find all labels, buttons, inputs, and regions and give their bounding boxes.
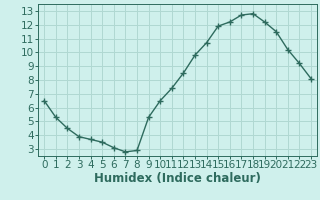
X-axis label: Humidex (Indice chaleur): Humidex (Indice chaleur) [94, 172, 261, 185]
